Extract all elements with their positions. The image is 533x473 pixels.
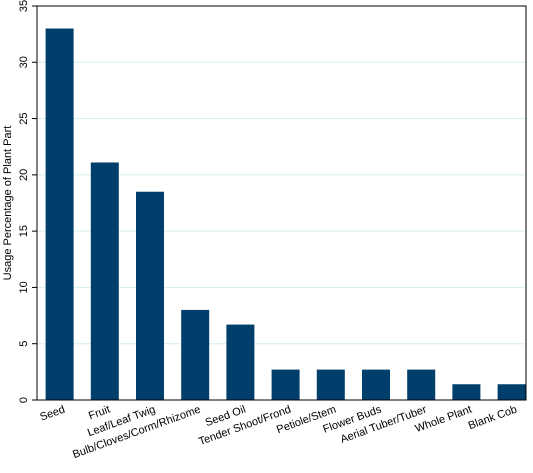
- bar: [90, 162, 119, 400]
- y-axis-ticks: 0 5 10 15 20 25 30 35: [18, 0, 37, 403]
- x-tick-label: Seed: [38, 404, 66, 424]
- y-tick-label: 25: [18, 112, 30, 124]
- bar: [497, 384, 526, 400]
- plot-area-frame: [36, 5, 527, 401]
- bar: [136, 191, 164, 400]
- y-tick-label: 10: [18, 281, 30, 293]
- y-tick-label: 0: [18, 397, 30, 403]
- bar: [362, 369, 390, 400]
- y-tick-label: 5: [18, 341, 30, 347]
- bars: [45, 28, 526, 401]
- y-axis-title: Usage Percentage of Plant Part: [2, 126, 14, 281]
- bar: [45, 28, 74, 401]
- y-tick-label: 35: [18, 0, 30, 12]
- bar: [452, 384, 481, 400]
- y-tick-label: 20: [18, 169, 30, 181]
- x-tick-label: Blank Cob: [467, 404, 519, 433]
- bar: [407, 369, 436, 400]
- y-tick-label: 30: [18, 56, 30, 68]
- y-tick-label: 15: [18, 225, 30, 237]
- bar: [181, 309, 210, 400]
- bar: [271, 369, 300, 400]
- bar: [316, 369, 345, 400]
- bar: [226, 324, 255, 400]
